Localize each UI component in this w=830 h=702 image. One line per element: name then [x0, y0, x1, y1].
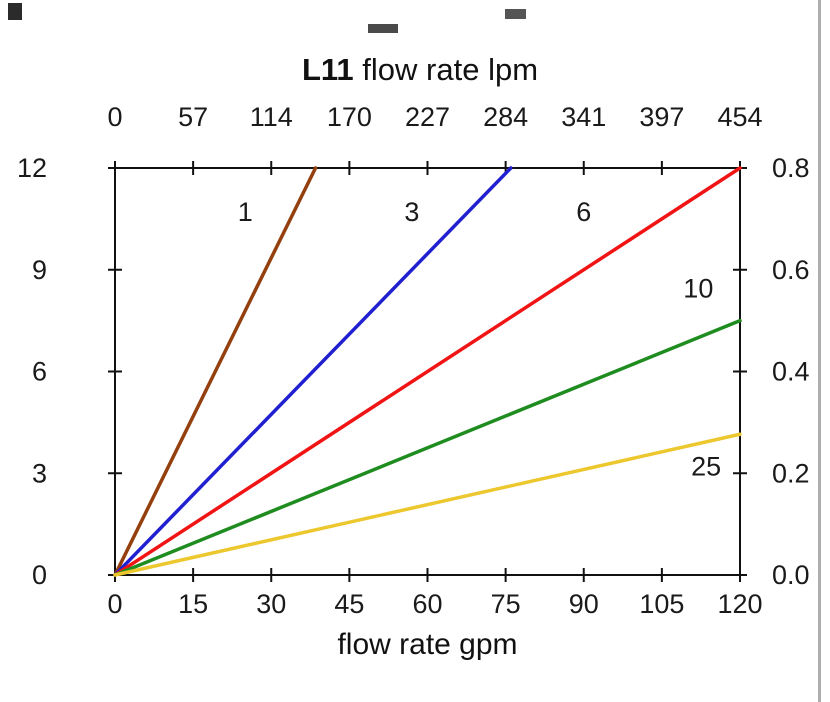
series-label-25: 25 [691, 451, 721, 481]
x-top-tick-label: 341 [561, 102, 606, 132]
y-right-tick-label: 0.4 [772, 357, 810, 387]
x-top-tick-label: 0 [107, 102, 122, 132]
series-line-1 [113, 166, 318, 577]
page-edge-line [818, 0, 821, 702]
series-label-6: 6 [576, 197, 591, 227]
series-line-10 [113, 318, 742, 577]
x-top-tick-label: 284 [483, 102, 528, 132]
y-left-tick-label: 12 [17, 153, 47, 183]
cropped-content-artifact [8, 3, 22, 20]
x-top-tick-label: 57 [178, 102, 208, 132]
y-left-tick-label: 3 [32, 458, 47, 488]
x-bottom-tick-label: 15 [178, 589, 208, 619]
y-right-tick-label: 0.8 [772, 153, 810, 183]
chart-title-model: L11 [301, 52, 354, 87]
y-right-tick-label: 0.6 [772, 255, 810, 285]
x-bottom-tick-label: 120 [717, 589, 762, 619]
x-bottom-tick-label: 30 [256, 589, 286, 619]
y-left-tick-label: 0 [32, 560, 47, 590]
x-bottom-tick-label: 75 [491, 589, 521, 619]
y-left-tick-label: 9 [32, 255, 47, 285]
x-top-tick-label: 397 [639, 102, 684, 132]
cropped-content-artifact [505, 9, 526, 19]
series-line-3 [113, 166, 513, 577]
y-left-tick-label: 6 [32, 357, 47, 387]
x-bottom-tick-label: 60 [412, 589, 442, 619]
series-label-10: 10 [683, 273, 713, 303]
x-bottom-tick-label: 105 [639, 589, 684, 619]
x-bottom-tick-label: 45 [334, 589, 364, 619]
x-bottom-tick-label: 90 [569, 589, 599, 619]
x-top-tick-label: 170 [327, 102, 372, 132]
x-axis-title: flow rate gpm [337, 628, 518, 661]
cropped-content-artifact [368, 24, 398, 33]
chart-title-units: flow rate lpm [362, 52, 539, 87]
y-right-tick-label: 0.2 [772, 458, 810, 488]
x-top-tick-label: 114 [250, 102, 293, 132]
x-top-tick-label: 454 [717, 102, 762, 132]
series-line-25 [113, 432, 742, 577]
series-label-3: 3 [404, 197, 419, 227]
x-bottom-tick-label: 0 [107, 589, 122, 619]
series-label-1: 1 [238, 197, 253, 227]
chart-title: L11 flow rate lpm [115, 52, 725, 88]
x-top-tick-label: 227 [405, 102, 450, 132]
series-line-6 [113, 166, 742, 577]
y-right-tick-label: 0.0 [772, 560, 810, 590]
